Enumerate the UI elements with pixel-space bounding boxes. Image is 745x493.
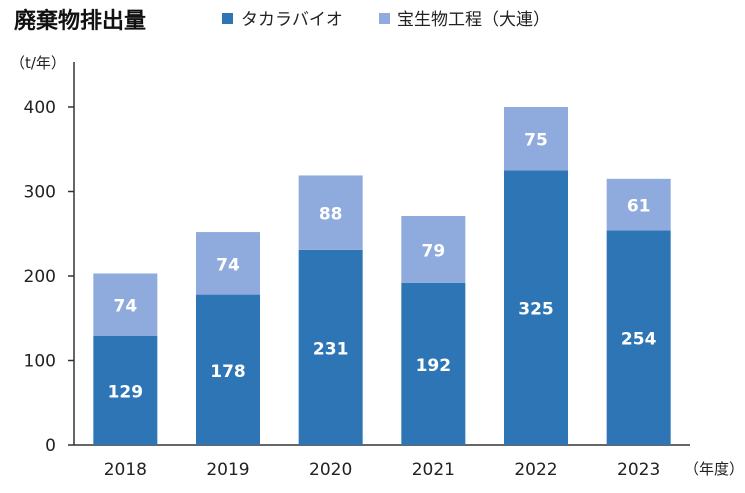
y-axis-ticks: 0 100 200 300 400: [24, 98, 74, 456]
y-tick-label-0: 0: [45, 436, 56, 456]
bar-label-2021-series-1: 79: [421, 241, 445, 261]
y-tick-label-100: 100: [24, 352, 56, 372]
y-axis-unit-label: （t/年）: [10, 54, 66, 72]
bar-2021-series-1: [401, 216, 466, 283]
bar-label-2018-series-1: 74: [113, 297, 137, 317]
y-tick-label-400: 400: [24, 98, 56, 118]
bar-2021-series-0: [401, 282, 466, 445]
x-tick-label-2020: 2020: [309, 460, 352, 480]
legend-swatch-takara-bio: [222, 13, 233, 24]
bar-label-2023-series-1: 61: [627, 197, 651, 217]
legend: タカラバイオ 宝生物工程（大連）: [222, 10, 550, 30]
bars: 129 74 178 74 231 88 192 79 325 75 254 61: [93, 107, 671, 445]
bar-2018-series-1: [93, 273, 158, 336]
legend-label-dalian: 宝生物工程（大連）: [397, 10, 550, 30]
x-axis-unit-label: （年度）: [684, 460, 744, 478]
bar-label-2018-series-0: 129: [108, 382, 144, 402]
legend-label-takara-bio: タカラバイオ: [241, 10, 343, 30]
bar-label-2022-series-1: 75: [524, 131, 548, 151]
bar-2020-series-0: [298, 249, 363, 445]
bar-2020-series-1: [298, 175, 363, 250]
bar-2022-series-0: [504, 170, 568, 445]
x-axis-ticks: 2018 2019 2020 2021 2022 2023: [104, 460, 661, 480]
y-tick-label-300: 300: [24, 183, 56, 203]
bar-label-2021-series-0: 192: [416, 356, 452, 376]
x-tick-label-2023: 2023: [617, 460, 660, 480]
bar-2019-series-1: [196, 232, 260, 295]
bar-label-2020-series-0: 231: [313, 339, 349, 359]
bar-label-2019-series-0: 178: [210, 362, 246, 382]
y-tick-label-200: 200: [24, 267, 56, 287]
bar-2023-series-1: [606, 178, 671, 231]
x-tick-label-2018: 2018: [104, 460, 147, 480]
bar-2018-series-0: [93, 335, 158, 445]
x-tick-label-2022: 2022: [514, 460, 557, 480]
bar-label-2022-series-0: 325: [518, 300, 554, 320]
bar-2022-series-1: [504, 107, 568, 171]
bar-2023-series-0: [606, 230, 671, 445]
x-tick-label-2021: 2021: [412, 460, 455, 480]
bar-label-2019-series-1: 74: [216, 255, 240, 275]
legend-swatch-dalian: [379, 13, 390, 24]
bar-label-2020-series-1: 88: [319, 205, 343, 225]
chart-title: 廃棄物排出量: [14, 8, 146, 34]
bar-2019-series-0: [196, 294, 260, 445]
x-tick-label-2019: 2019: [206, 460, 249, 480]
bar-label-2023-series-0: 254: [621, 330, 657, 350]
